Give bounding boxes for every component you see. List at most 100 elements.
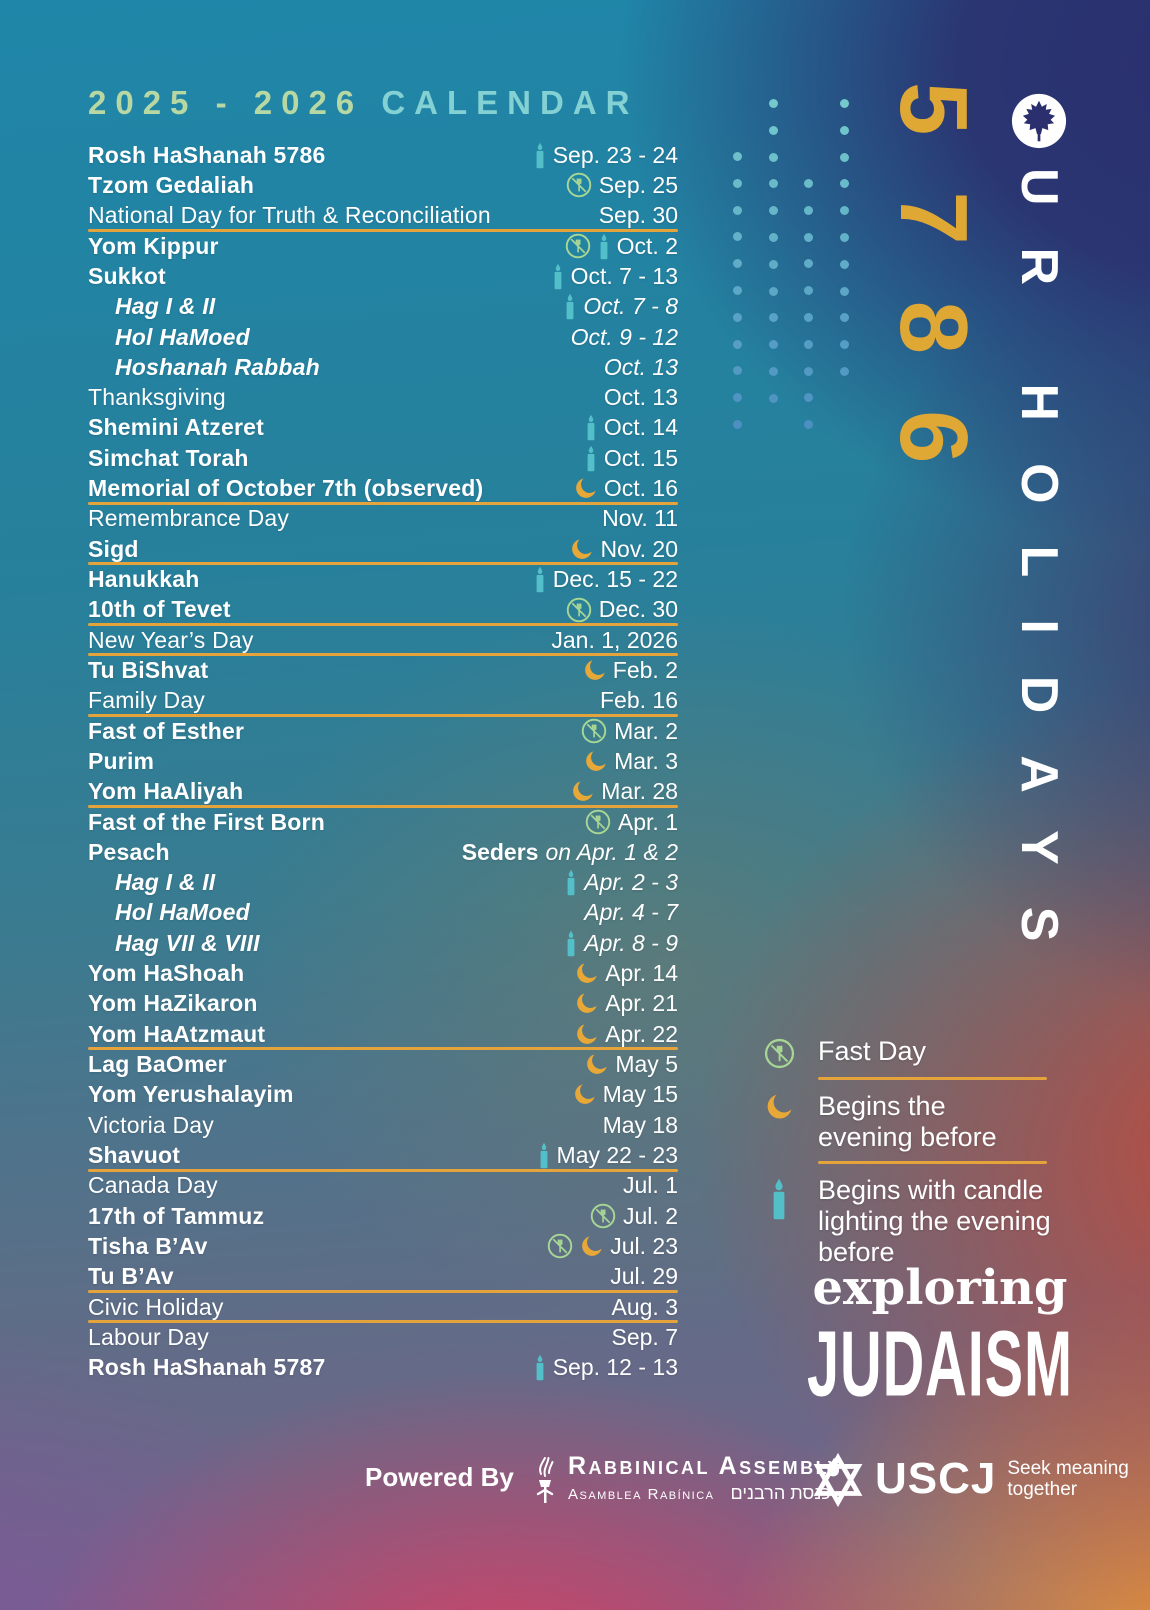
holiday-row: Purim Mar. 3 (88, 746, 678, 776)
moon-icon (575, 962, 598, 985)
star-of-david-icon (810, 1450, 866, 1508)
holiday-row: Sukkot Oct. 7 - 13 (88, 261, 678, 291)
exploring-wordmark: exploring (812, 1260, 1068, 1316)
moon-icon (580, 1235, 603, 1258)
holiday-name: Hag I & II (115, 869, 216, 896)
legend-item-moon: Begins the evening before (762, 1091, 1067, 1153)
holiday-date: May 18 (602, 1111, 678, 1138)
holiday-date-group: Jul. 23 (547, 1233, 678, 1260)
holiday-row: Family Day Feb. 16 (88, 686, 678, 718)
holiday-date: Mar. 28 (601, 778, 678, 805)
holiday-date: Sep. 12 - 13 (552, 1354, 678, 1381)
holiday-row: Hag I & II Apr. 2 - 3 (88, 868, 678, 898)
holiday-date-group: Oct. 16 (574, 475, 678, 502)
holiday-name: Thanksgiving (88, 384, 226, 411)
holiday-name: Tu BiShvat (88, 656, 209, 683)
holiday-date: May 22 - 23 (556, 1141, 678, 1168)
ra-subline: Asamblea Rabínica כנסת הרבנים (568, 1483, 842, 1504)
legend-label: Begins with candle lighting the evening … (818, 1175, 1051, 1267)
decor-dot (769, 259, 778, 269)
holiday-date-group: Mar. 3 (584, 748, 678, 775)
holiday-row: Sigd Nov. 20 (88, 534, 678, 566)
footer: Powered By Rabbinical Assembly Asamblea … (0, 1448, 1150, 1568)
holiday-row: National Day for Truth & Reconciliation S… (88, 201, 678, 233)
decor-dot (733, 393, 742, 403)
candle-icon (538, 1142, 550, 1169)
holiday-date: Oct. 16 (603, 475, 678, 502)
decor-dot (804, 339, 813, 349)
moon-icon (762, 1093, 796, 1121)
holiday-date: Oct. 15 (603, 444, 678, 471)
holiday-row: Yom HaAtzmaut Apr. 22 (88, 1019, 678, 1051)
holiday-row: Memorial of October 7th (observed) Oct. 1… (88, 473, 678, 506)
holiday-row: Tzom Gedaliah Sep. 25 (88, 170, 678, 200)
holiday-row: Tu B’Av Jul. 29 (88, 1262, 678, 1294)
moon-icon (583, 659, 606, 682)
candle-icon (552, 263, 564, 290)
holiday-date-group: Apr. 4 - 7 (584, 899, 678, 926)
holiday-date: Oct. 2 (616, 232, 678, 259)
holiday-date-group: Sep. 30 (599, 202, 678, 229)
fast-icon (547, 1233, 573, 1259)
candle-icon (565, 930, 577, 957)
holiday-name: Fast of Esther (88, 717, 245, 744)
decor-dot (804, 393, 813, 403)
candle-icon (598, 233, 610, 260)
holiday-date: Apr. 8 - 9 (584, 929, 678, 956)
ra-hebrew: כנסת הרבנים (730, 1483, 831, 1503)
holiday-row: Yom HaZikaron Apr. 21 (88, 989, 678, 1019)
holiday-row: Yom Kippur Oct. 2 (88, 231, 678, 261)
holiday-date-group: Oct. 2 (565, 233, 678, 260)
holiday-name: Tisha B’Av (88, 1232, 208, 1259)
holiday-date-group: May 18 (603, 1112, 678, 1139)
candle-icon (534, 142, 546, 169)
holiday-date: Oct. 7 - 13 (570, 262, 678, 289)
holiday-row: Lag BaOmer May 5 (88, 1049, 678, 1079)
holiday-row: Civic Holiday Aug. 3 (88, 1292, 678, 1324)
holiday-row: Simchat Torah Oct. 15 (88, 443, 678, 473)
holiday-name: Hol HaMoed (115, 899, 250, 926)
holiday-row: Yom HaShoah Apr. 14 (88, 958, 678, 988)
decor-dot (733, 286, 742, 295)
banner-our-holidays: UR HOLIDAYS (1010, 92, 1068, 983)
fast-icon (590, 1203, 616, 1229)
moon-icon (570, 538, 593, 561)
holiday-row: Yom HaAliyah Mar. 28 (88, 777, 678, 809)
holiday-date: Sep. 7 (611, 1323, 679, 1350)
holiday-name: Rosh HaShanah 5787 (88, 1354, 326, 1381)
decor-dot (840, 313, 849, 323)
holiday-date-group: May 5 (585, 1051, 678, 1078)
holiday-date-group: Jul. 1 (623, 1172, 678, 1199)
holiday-date-group: Oct. 7 - 8 (564, 293, 678, 320)
holiday-row: 17th of Tammuz Jul. 2 (88, 1201, 678, 1231)
holiday-date: Jul. 29 (610, 1263, 678, 1290)
decor-dot (840, 286, 849, 296)
uscj-logo: USCJ Seek meaning together (810, 1450, 1129, 1508)
holiday-date-group: Dec. 15 - 22 (534, 566, 678, 593)
holiday-name: Family Day (88, 687, 206, 714)
holiday-date: Sep. 30 (598, 202, 678, 229)
holiday-name: Hol HaMoed (115, 323, 250, 350)
decor-dot (840, 125, 849, 135)
holiday-name: Remembrance Day (88, 505, 290, 532)
decor-dot (733, 259, 742, 269)
holiday-date: Jul. 1 (623, 1172, 678, 1199)
powered-by-label: Powered By (365, 1462, 514, 1492)
holiday-date: Mar. 3 (614, 747, 678, 774)
holiday-name: Shemini Atzeret (88, 414, 264, 441)
holiday-row: Hol HaMoed Apr. 4 - 7 (88, 898, 678, 928)
holiday-row: Fast of the First Born Apr. 1 (88, 807, 678, 837)
holiday-name: Yom Yerushalayim (88, 1081, 294, 1108)
holiday-name: Yom HaZikaron (88, 990, 258, 1017)
decor-dot (840, 152, 849, 162)
title-word: CALENDAR (381, 84, 639, 121)
holiday-row: Canada Day Jul. 1 (88, 1171, 678, 1201)
holiday-date-group: Apr. 14 (575, 960, 678, 987)
holiday-date-group: Feb. 16 (600, 687, 678, 714)
decor-dot (840, 99, 849, 108)
uscj-tagline: Seek meaning together (1007, 1458, 1129, 1500)
decor-dot (840, 367, 849, 376)
holiday-date-group: May 22 - 23 (538, 1142, 678, 1169)
holiday-date-group: Oct. 15 (585, 445, 678, 472)
holiday-row: Remembrance Day Nov. 11 (88, 504, 678, 534)
